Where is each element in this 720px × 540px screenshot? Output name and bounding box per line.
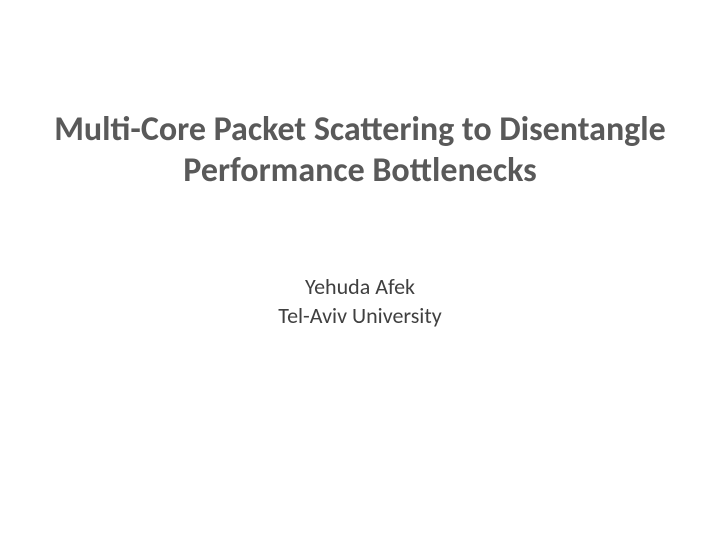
author-name: Yehuda Afek — [50, 272, 670, 302]
affiliation: Tel-Aviv University — [50, 301, 670, 331]
slide-title: Multi-Core Packet Scattering to Disentan… — [50, 0, 670, 192]
subtitle-block: Yehuda Afek Tel-Aviv University — [50, 272, 670, 331]
slide-container: Multi-Core Packet Scattering to Disentan… — [0, 0, 720, 540]
